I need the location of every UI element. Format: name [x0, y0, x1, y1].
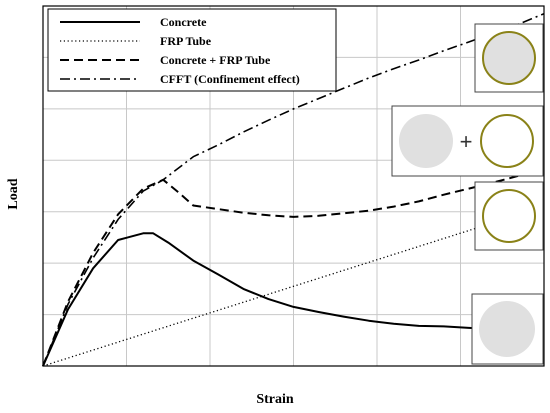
y-axis-label: Load	[6, 178, 21, 210]
plot-frame	[42, 5, 545, 367]
concrete-core-icon	[479, 301, 535, 357]
legend-entry-label: Concrete	[160, 15, 207, 29]
series-line-frp-tube	[42, 205, 545, 367]
series-line-concrete-frp-tube	[42, 167, 545, 367]
frp-tube-ring-icon	[482, 189, 536, 243]
frp-tube-ring-icon	[482, 31, 536, 85]
plus-icon: +	[460, 129, 473, 154]
x-axis-label: Strain	[256, 392, 294, 407]
legend-entry-label: CFFT (Confinement effect)	[160, 72, 300, 86]
insets: +	[391, 23, 544, 365]
frp-tube-ring-icon	[480, 114, 534, 168]
series-line-concrete	[42, 232, 544, 367]
legend: Concrete FRP Tube Concrete + FRP Tube CFFT …	[47, 8, 337, 92]
series-layer	[42, 12, 545, 367]
legend-entry-label: FRP Tube	[160, 34, 212, 48]
series-line-cfft-confinement-effect	[42, 12, 545, 367]
legend-entry-label: Concrete + FRP Tube	[160, 53, 271, 67]
concrete-core-icon	[399, 114, 453, 168]
